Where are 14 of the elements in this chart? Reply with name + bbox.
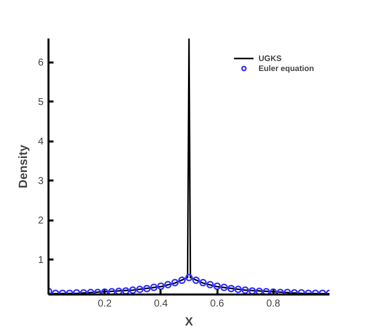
x-tick-label: 0.6 bbox=[210, 298, 224, 310]
y-tick-label: 4 bbox=[38, 136, 44, 148]
y-tick-label: 1 bbox=[38, 255, 44, 266]
y-tick-label: 3 bbox=[38, 176, 44, 188]
legend-label: Euler equation bbox=[258, 63, 314, 73]
y-axis-title: Density bbox=[16, 144, 30, 188]
legend-label: UGKS bbox=[258, 53, 282, 63]
y-tick-label: 5 bbox=[38, 97, 44, 108]
y-tick-label: 2 bbox=[38, 216, 44, 227]
x-tick-label: 0.8 bbox=[266, 298, 281, 310]
x-axis-title: X bbox=[185, 314, 194, 328]
x-tick-label: 0.4 bbox=[154, 298, 168, 310]
x-tick-label: 0.2 bbox=[98, 298, 112, 310]
y-tick-label: 6 bbox=[38, 58, 44, 69]
